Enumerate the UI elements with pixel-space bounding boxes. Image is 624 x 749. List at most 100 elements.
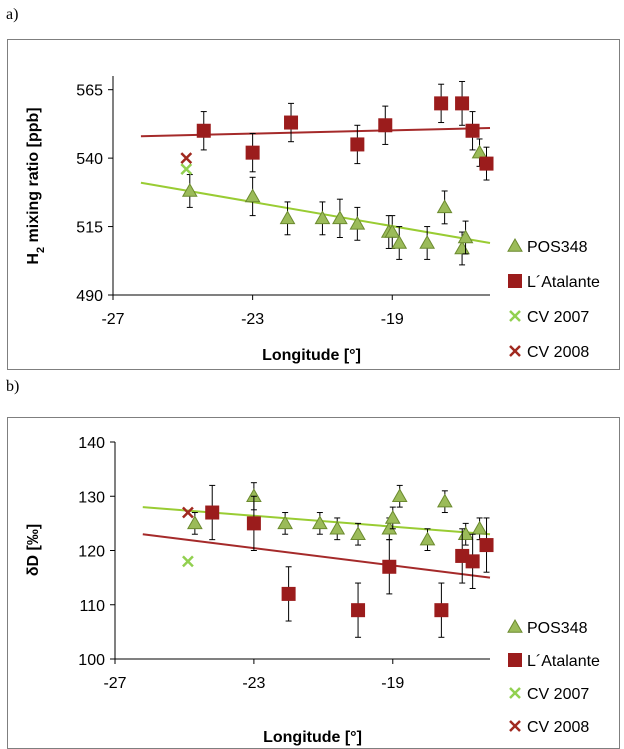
trendline-pos348-b: [142, 506, 491, 536]
chart-frame-b: [7, 417, 620, 749]
y-tick-label-a: 515: [76, 220, 103, 237]
series-cv-2008-a: [180, 152, 193, 165]
data-point-l-atalante: [479, 156, 494, 171]
data-point-pos348: [277, 515, 294, 530]
trendline-pos348-a: [140, 181, 491, 244]
data-point-l-atalante: [479, 538, 494, 553]
series-cv-2007-a: [180, 163, 193, 175]
data-point-cv-2007: [182, 555, 194, 568]
legend-marker-cv-2007-stroke-2: [509, 310, 521, 322]
legend-marker-cv-2008: [509, 720, 521, 732]
series-cv-2008-b: [182, 506, 194, 519]
data-point-cv-2008: [180, 152, 193, 165]
legend-item-cv-2008-a: CV 2008: [509, 344, 589, 361]
legend-marker-l-atalante: [508, 274, 522, 288]
data-point-pos348: [384, 509, 401, 524]
data-point-cv-2008-stroke-2: [182, 506, 194, 519]
data-point-pos348: [419, 531, 436, 546]
y-tick-label-b: 120: [78, 544, 105, 561]
legend-item-pos348-a: POS348: [507, 237, 588, 256]
series-l-atalante-a: [196, 80, 494, 181]
trendline-atalante-b: [142, 533, 491, 579]
legend-label-l-atalante: L´Atalante: [527, 274, 600, 291]
y-axis-title-a: H2 mixing ratio [ppb]: [25, 107, 47, 264]
legend-item-cv-2007-b: CV 2007: [509, 686, 589, 703]
legend-marker-cv-2007: [509, 687, 521, 699]
series-pos348-b: [186, 482, 488, 551]
legend-label-cv-2008: CV 2008: [527, 719, 589, 736]
legend-marker-cv-2007-stroke-2: [509, 687, 521, 699]
data-point-l-atalante: [281, 586, 296, 601]
data-point-pos348: [244, 188, 261, 203]
data-point-pos348: [457, 229, 474, 244]
legend-marker-l-atalante: [508, 653, 522, 667]
data-point-l-atalante: [284, 115, 299, 130]
y-tick-label-b: 110: [79, 598, 105, 615]
legend-marker-pos348: [507, 618, 523, 633]
legend-item-cv-2008-b: CV 2008: [509, 719, 589, 736]
legend-label-cv-2007: CV 2007: [527, 309, 589, 326]
legend-item-pos348-b: POS348: [507, 618, 588, 637]
data-point-l-atalante: [455, 96, 470, 111]
x-tick-label-b: -23: [242, 675, 265, 692]
data-point-pos348: [436, 493, 453, 508]
legend-marker-cv-2008-stroke-2: [509, 720, 521, 732]
panel-label-b: b): [6, 378, 20, 395]
x-axis-title-a: Longitude [°]: [262, 347, 361, 364]
series-l-atalante-b: [205, 484, 494, 638]
data-point-cv-2007: [180, 163, 193, 175]
data-point-pos348: [314, 210, 331, 225]
data-point-cv-2008: [182, 506, 194, 519]
x-tick-label-a: -19: [381, 311, 404, 328]
data-point-l-atalante: [351, 603, 366, 618]
y-axis-title-subscript: 2: [35, 247, 47, 253]
series-pos348-a: [181, 138, 488, 266]
data-point-pos348: [332, 210, 348, 225]
y-tick-label-a: 490: [76, 288, 103, 305]
x-tick-label-b: -27: [103, 675, 126, 692]
y-tick-label-a: 540: [76, 151, 103, 168]
legend-item-l-atalante-b: L´Atalante: [508, 653, 600, 670]
data-point-pos348: [391, 234, 408, 249]
x-tick-label-b: -19: [381, 675, 404, 692]
data-point-pos348: [391, 488, 408, 502]
data-point-pos348: [350, 526, 366, 540]
legend-marker-cv-2008-stroke-2: [509, 345, 521, 357]
y-axis-title-rest: mixing ratio [ppb]: [25, 107, 42, 247]
legend-label-pos348: POS348: [527, 620, 588, 637]
data-point-l-atalante: [465, 123, 480, 138]
legend-item-cv-2007-a: CV 2007: [509, 309, 589, 326]
data-point-l-atalante: [378, 118, 393, 133]
y-tick-label-b: 140: [78, 435, 105, 452]
data-point-pos348: [471, 520, 488, 535]
data-point-cv-2008-stroke-2: [180, 152, 193, 165]
data-point-l-atalante: [245, 145, 260, 160]
data-point-pos348: [384, 224, 401, 238]
data-point-pos348: [329, 520, 346, 535]
legend-marker-cv-2008: [509, 345, 521, 357]
data-point-l-atalante: [205, 505, 220, 520]
data-point-l-atalante: [350, 137, 365, 152]
x-axis-title-b: Longitude [°]: [263, 729, 362, 746]
legend-marker-pos348: [507, 237, 523, 252]
legend-item-l-atalante-a: L´Atalante: [508, 274, 600, 291]
y-tick-label-b: 100: [78, 652, 105, 669]
legend-label-pos348: POS348: [527, 239, 588, 256]
y-tick-label-b: 130: [78, 489, 105, 506]
data-point-cv-2007-stroke-2: [180, 163, 193, 175]
data-point-l-atalante: [382, 559, 397, 574]
panel-label-a: a): [6, 6, 19, 23]
legend-marker-cv-2007: [509, 310, 521, 322]
legend-label-cv-2008: CV 2008: [527, 344, 589, 361]
data-point-pos348: [436, 199, 453, 214]
legend-label-l-atalante: L´Atalante: [527, 653, 600, 670]
legend-label-cv-2007: CV 2007: [527, 686, 589, 703]
data-point-pos348: [419, 234, 436, 249]
data-point-pos348: [186, 515, 203, 530]
data-point-l-atalante: [465, 554, 480, 569]
data-point-pos348: [279, 210, 296, 225]
data-point-cv-2007-stroke-2: [182, 555, 194, 568]
data-point-pos348: [181, 182, 198, 197]
x-tick-label-a: -23: [241, 311, 264, 328]
